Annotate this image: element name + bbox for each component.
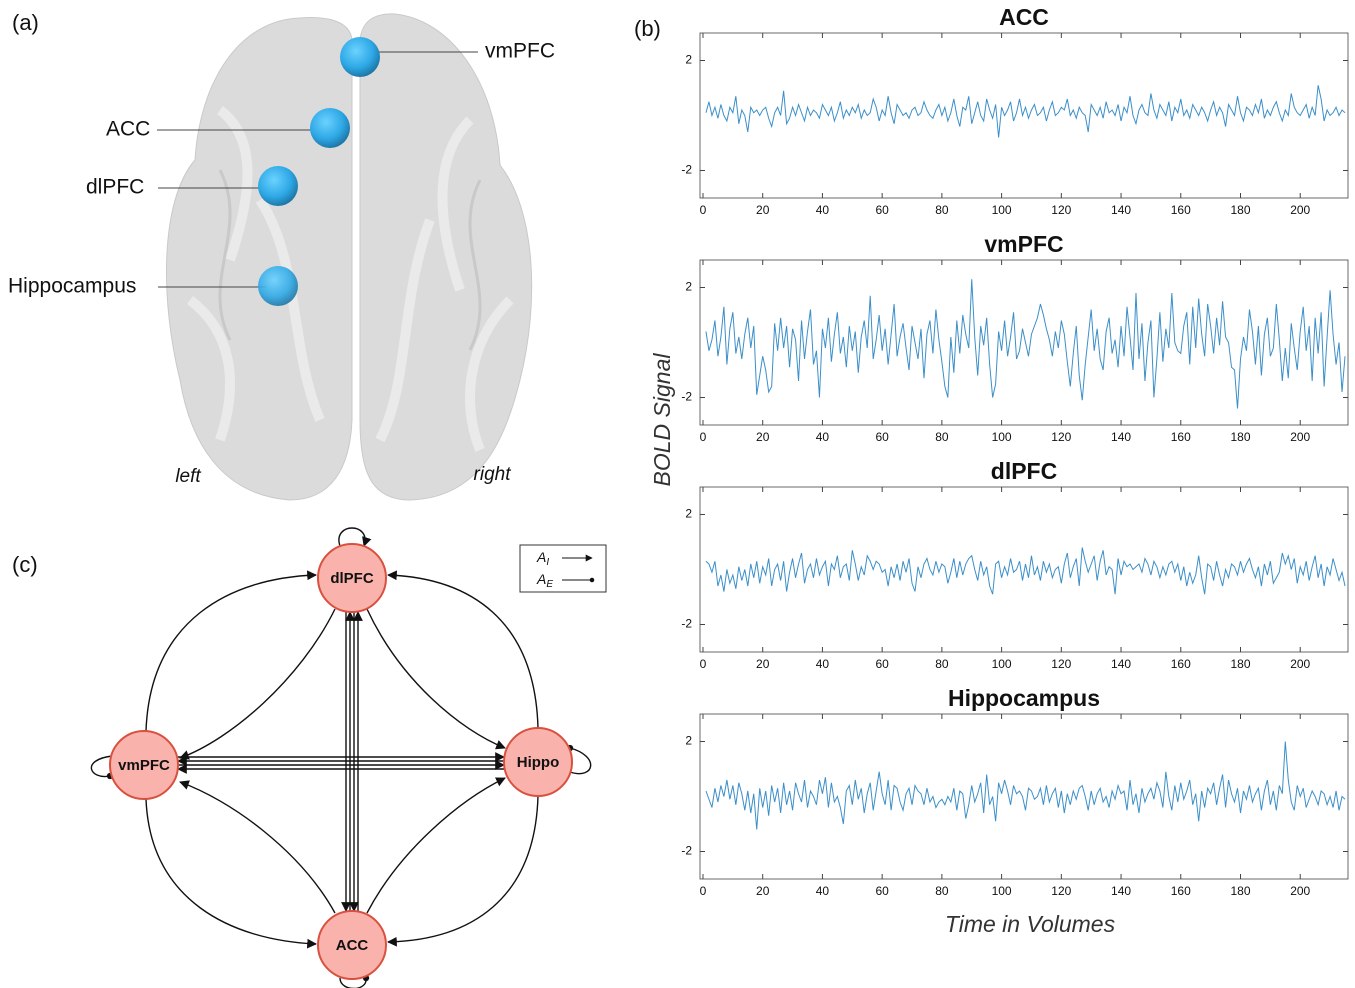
side-label: right [474,464,512,485]
region-sphere [340,37,380,77]
series-line [706,85,1345,137]
x-tick-label: 200 [1290,884,1310,898]
x-tick-label: 160 [1171,430,1191,444]
chart-title: dlPFC [991,458,1057,484]
legend-subscript: E [546,579,553,590]
x-tick-label: 100 [992,430,1012,444]
x-tick-label: 160 [1171,657,1191,671]
legend-subscript: I [546,557,549,568]
x-tick-label: 40 [816,203,830,217]
y-tick-label: 2 [685,734,692,748]
x-tick-label: 0 [700,203,707,217]
x-tick-label: 140 [1111,657,1131,671]
line-chart: vmPFC 0 20 40 60 80 100 120 140 160 180 200 -2 2 [681,231,1348,444]
region-label: ACC [106,118,150,141]
node-label: vmPFC [118,757,170,774]
x-tick-label: 180 [1230,657,1250,671]
panel-label: (b) [634,16,661,41]
x-tick-label: 20 [756,884,770,898]
region-label: dlPFC [86,176,144,199]
x-tick-label: 60 [875,884,889,898]
chart-title: ACC [999,4,1049,30]
x-tick-label: 180 [1230,203,1250,217]
legend-symbol: A [536,549,546,565]
plot-frame [700,260,1348,425]
panel-label: (a) [12,10,39,35]
line-chart: ACC 0 20 40 60 80 100 120 140 160 180 200 -2 2 [681,4,1348,217]
x-tick-label: 0 [700,884,707,898]
legend-symbol: A [536,571,546,587]
series-line [706,279,1345,408]
x-tick-label: 120 [1051,884,1071,898]
y-axis-label: BOLD Signal [649,353,675,487]
node-label: dlPFC [330,570,373,587]
x-tick-label: 0 [700,430,707,444]
x-tick-label: 40 [816,430,830,444]
x-tick-label: 100 [992,884,1012,898]
x-tick-label: 100 [992,657,1012,671]
x-tick-label: 0 [700,657,707,671]
y-tick-label: 2 [685,53,692,67]
x-tick-label: 60 [875,203,889,217]
x-tick-label: 40 [816,657,830,671]
plot-frame [700,33,1348,198]
x-tick-label: 140 [1111,430,1131,444]
line-chart: dlPFC 0 20 40 60 80 100 120 140 160 180 200 -2 2 [681,458,1348,671]
x-tick-label: 200 [1290,203,1310,217]
x-tick-label: 120 [1051,657,1071,671]
x-tick-label: 180 [1230,884,1250,898]
y-tick-label: 2 [685,280,692,294]
network-legend: AI AE [520,545,606,592]
x-tick-label: 80 [935,430,949,444]
x-tick-label: 60 [875,657,889,671]
chart-title: Hippocampus [948,685,1100,711]
x-axis-label: Time in Volumes [945,911,1116,937]
x-tick-label: 200 [1290,657,1310,671]
x-tick-label: 140 [1111,203,1131,217]
line-chart: Hippocampus 0 20 40 60 80 100 120 140 160 180 200 -2… [681,685,1348,898]
y-tick-label: 2 [685,507,692,521]
panel-label: (c) [12,552,38,577]
x-tick-label: 20 [756,430,770,444]
x-tick-label: 180 [1230,430,1250,444]
node-label: Hippo [517,754,560,771]
y-tick-label: -2 [681,390,692,404]
region-label: vmPFC [485,40,555,63]
region-sphere [258,166,298,206]
x-tick-label: 20 [756,203,770,217]
x-tick-label: 140 [1111,884,1131,898]
y-tick-label: -2 [681,163,692,177]
series-line [706,548,1345,595]
region-sphere [310,108,350,148]
plot-frame [700,714,1348,879]
side-label: left [175,466,201,487]
y-tick-label: -2 [681,617,692,631]
figure: (a) (b) (c) vmPFC ACC dlPFC Hippocampus … [0,0,1355,988]
x-tick-label: 120 [1051,203,1071,217]
node-label: ACC [336,937,369,954]
x-tick-label: 80 [935,203,949,217]
region-label: Hippocampus [8,275,136,298]
x-tick-label: 160 [1171,884,1191,898]
x-tick-label: 160 [1171,203,1191,217]
x-tick-label: 100 [992,203,1012,217]
x-tick-label: 60 [875,430,889,444]
x-tick-label: 20 [756,657,770,671]
x-tick-label: 40 [816,884,830,898]
x-tick-label: 120 [1051,430,1071,444]
x-tick-label: 200 [1290,430,1310,444]
region-sphere [258,266,298,306]
series-line [706,742,1345,830]
x-tick-label: 80 [935,884,949,898]
y-tick-label: -2 [681,844,692,858]
brain [166,14,531,500]
chart-title: vmPFC [984,231,1063,257]
x-tick-label: 80 [935,657,949,671]
